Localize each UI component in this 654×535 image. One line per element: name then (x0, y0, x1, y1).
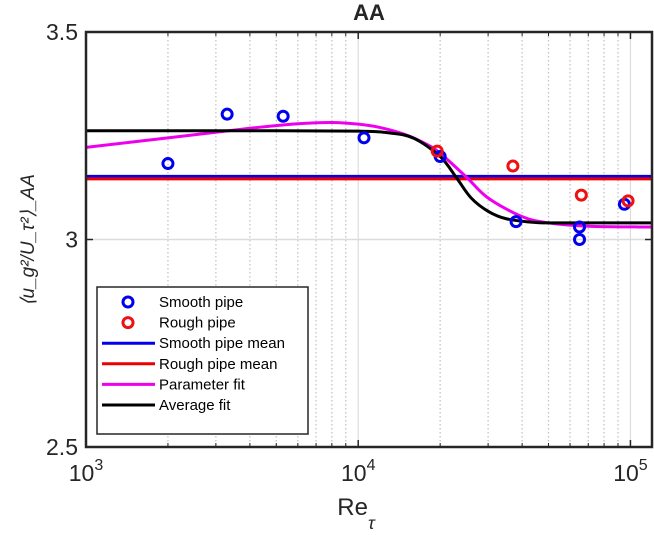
data-points (161, 107, 635, 246)
x-axis-label: Reτ (337, 494, 376, 533)
y-tick-label: 2.5 (46, 434, 78, 460)
legend-label: Rough pipe (159, 315, 236, 332)
mean-lines (86, 174, 652, 181)
data-point (506, 159, 520, 173)
data-point (220, 107, 234, 121)
y-tick-label: 3.5 (46, 19, 78, 45)
data-point (574, 188, 588, 202)
y-tick-label: 3 (65, 227, 78, 253)
chart-title: AA (353, 0, 385, 25)
fit-curve (85, 129, 653, 225)
data-point (161, 157, 175, 171)
legend-label: Rough pipe mean (159, 356, 277, 373)
legend-label: Parameter fit (159, 376, 246, 393)
legend-marker (121, 295, 135, 309)
legend-box (96, 286, 309, 435)
legend: Smooth pipe Rough pipe Smooth pipe mean Rou… (96, 286, 309, 435)
data-point (573, 220, 587, 234)
y-axis-label: ⟨u_g²/U_τ²⟩_AA (18, 174, 39, 306)
x-axis-label-sub: τ (368, 513, 376, 533)
x-axis-label-main: Re (337, 494, 368, 521)
data-point (621, 194, 635, 208)
legend-label: Smooth pipe mean (159, 335, 285, 352)
data-point (509, 215, 523, 229)
data-point (276, 109, 290, 123)
data-point (430, 144, 444, 158)
fit-curves (85, 120, 653, 229)
data-point (573, 233, 587, 246)
x-tick-label: 103 (69, 457, 104, 486)
legend-marker (121, 316, 135, 330)
axis-ticks: 103 104 105 2.5 3 3.5 (46, 19, 652, 486)
legend-label: Smooth pipe (159, 294, 243, 311)
x-tick-label: 105 (613, 457, 648, 486)
x-tick-label: 104 (341, 457, 376, 486)
legend-label: Average fit (159, 397, 231, 414)
data-point (357, 131, 371, 145)
